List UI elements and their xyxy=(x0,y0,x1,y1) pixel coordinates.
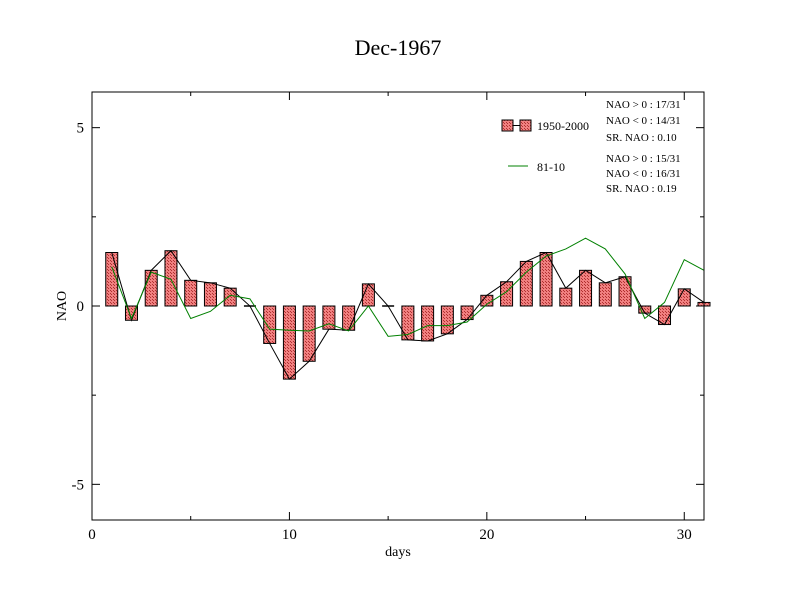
bar-series-1950-2000 xyxy=(105,250,711,380)
bar-day-3 xyxy=(144,269,158,307)
bar-day-6 xyxy=(203,282,217,307)
stat-8110-nao-neg: NAO < 0 : 16/31 xyxy=(606,168,681,180)
bar-day-7 xyxy=(223,287,237,307)
bar-day-18 xyxy=(440,305,454,335)
legend-label-1950-2000: 1950-2000 xyxy=(537,119,589,133)
chart-title: Dec-1967 xyxy=(355,35,442,60)
bar-day-1 xyxy=(105,252,119,307)
bar-day-17 xyxy=(421,305,435,342)
y-tick-label-5: 5 xyxy=(77,121,85,137)
legend-swatch-bar-2 xyxy=(519,119,532,132)
line-series xyxy=(111,237,705,380)
stat-1950-nao-pos: NAO > 0 : 17/31 xyxy=(606,99,681,111)
bar-day-10 xyxy=(282,305,296,380)
bar-day-26 xyxy=(598,282,612,307)
bar-day-5 xyxy=(184,279,198,307)
line-81-10 xyxy=(111,237,705,337)
bar-day-27 xyxy=(618,276,632,307)
y-tick-label-0: 0 xyxy=(77,299,85,315)
bar-day-25 xyxy=(579,269,593,307)
bar-day-11 xyxy=(302,305,316,362)
x-tick-label-0: 0 xyxy=(88,527,96,543)
legend-label-81-10: 81-10 xyxy=(537,160,565,174)
x-axis-label: days xyxy=(385,545,411,560)
stat-1950-nao-neg: NAO < 0 : 14/31 xyxy=(606,115,681,127)
bar-day-13 xyxy=(342,305,356,331)
y-tick-label--5: -5 xyxy=(72,477,85,493)
x-tick-label-20: 20 xyxy=(479,527,494,543)
x-tick-label-10: 10 xyxy=(282,527,297,543)
bar-day-9 xyxy=(263,305,277,344)
axis-ticks: 0 10 20 30 5 0 -5 xyxy=(72,92,704,543)
line-1950-2000 xyxy=(111,249,705,380)
y-axis-label: NAO xyxy=(55,291,70,321)
stat-8110-nao-pos: NAO > 0 : 15/31 xyxy=(606,153,681,165)
stat-8110-sr-nao: SR. NAO : 0.19 xyxy=(606,183,677,195)
stat-1950-sr-nao: SR. NAO : 0.10 xyxy=(606,132,677,144)
legend: 1950-2000 81-10 NAO > 0 : 17/31 NAO < 0 … xyxy=(501,99,681,195)
bar-day-4 xyxy=(164,250,178,307)
legend-swatch-bar-1 xyxy=(501,119,514,132)
bar-day-24 xyxy=(559,287,573,307)
bar-day-19 xyxy=(460,305,474,321)
x-tick-label-30: 30 xyxy=(677,527,692,543)
